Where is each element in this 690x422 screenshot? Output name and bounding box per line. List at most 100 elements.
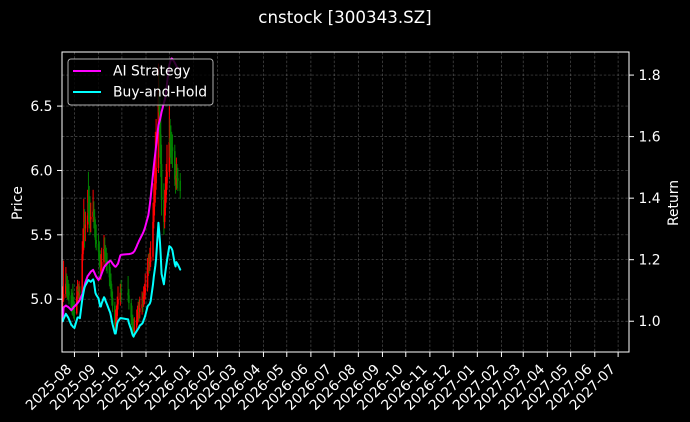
candle-body	[136, 317, 139, 320]
candle-body	[146, 268, 149, 288]
candle-body	[67, 288, 70, 292]
candle-body	[153, 194, 156, 207]
candle-body	[117, 299, 119, 305]
candle-body	[141, 304, 143, 309]
candle-body	[143, 292, 146, 297]
right-y-tick-label: 1.4	[639, 191, 661, 207]
right-y-tick-label: 1.2	[639, 253, 661, 269]
candle-body	[137, 314, 140, 318]
candle-body	[62, 294, 65, 300]
candle-body	[120, 288, 122, 293]
candle-body	[168, 142, 171, 172]
candle-body	[128, 295, 130, 304]
candle-body	[68, 291, 70, 296]
candle-body	[155, 167, 157, 184]
right-y-tick-label: 1.8	[639, 68, 661, 84]
candle-body	[144, 287, 147, 293]
candle-body	[119, 292, 122, 300]
candle-body	[177, 178, 179, 181]
legend-box	[67, 58, 214, 106]
left-y-axis-label: Price	[10, 186, 26, 220]
candle-body	[108, 264, 111, 278]
candle-body	[110, 281, 112, 289]
plot-frame	[61, 51, 630, 353]
candle-body	[130, 303, 133, 318]
candle-body	[173, 151, 176, 180]
candle-body	[159, 134, 162, 165]
candle-body	[127, 292, 129, 296]
candle-body	[109, 277, 112, 282]
candle-body	[163, 207, 166, 222]
candle-body	[147, 265, 150, 269]
candle-body	[159, 112, 161, 135]
candle-body	[71, 306, 73, 309]
candle-body	[99, 259, 101, 269]
buy-and-hold-line	[61, 221, 182, 338]
candle-body	[65, 283, 68, 287]
left-y-tick-label: 6.0	[30, 163, 52, 179]
candle-body	[103, 248, 106, 252]
candle-body	[93, 216, 96, 229]
candle-body	[116, 304, 119, 316]
candle-body	[111, 297, 114, 306]
candle-body	[135, 319, 138, 328]
legend: AI Strategy Buy-and-Hold	[67, 58, 214, 106]
candle-body	[131, 317, 133, 324]
candle-body	[88, 212, 91, 215]
candle-body	[149, 256, 152, 262]
candle-body	[82, 245, 84, 255]
candle-body	[76, 291, 79, 297]
candle-body	[84, 224, 87, 229]
ai-strategy-line	[61, 57, 182, 323]
candle-body	[152, 221, 154, 257]
candle-body	[104, 251, 107, 257]
candle-body	[165, 183, 168, 195]
candle-body	[94, 228, 97, 240]
candle-body	[78, 291, 80, 296]
return-lines	[61, 57, 182, 338]
candle-body	[152, 206, 155, 222]
candle-body	[179, 180, 182, 192]
candle-body	[131, 323, 134, 329]
left-y-tick-label: 5.5	[30, 228, 52, 244]
candle-body	[79, 291, 81, 293]
candle-body	[65, 283, 67, 295]
candle-body	[89, 214, 91, 216]
candle-body	[66, 286, 69, 289]
candle-body	[142, 296, 145, 302]
candle-body	[61, 299, 64, 302]
candle-body	[73, 312, 76, 314]
left-y-tick-label: 5.0	[30, 292, 52, 308]
right-y-tick-label: 1.6	[639, 130, 661, 146]
candle-body	[170, 143, 172, 145]
candle-body	[138, 308, 141, 313]
candle-body	[176, 175, 178, 179]
candle-body	[103, 248, 105, 262]
candle-body	[82, 236, 85, 246]
candle-body	[100, 261, 103, 269]
candle-body	[114, 305, 116, 325]
candle-body	[100, 268, 102, 271]
candle-body	[149, 261, 151, 265]
candle-body	[114, 324, 117, 326]
candle-body	[87, 202, 90, 213]
candle-body	[70, 295, 73, 307]
legend-buy-and-hold-label: Buy-and-Hold	[113, 85, 207, 101]
candle-body	[89, 216, 92, 220]
candle-body	[93, 211, 95, 217]
candle-body	[95, 239, 98, 244]
candle-body	[105, 256, 108, 261]
candle-body	[171, 147, 174, 152]
right-y-axis-label: Return	[666, 180, 682, 226]
candle-body	[133, 327, 136, 332]
candle-body	[166, 171, 168, 184]
chart-title: cnstock [300343.SZ]	[258, 7, 431, 27]
candle-body	[175, 175, 178, 185]
candle-body	[98, 251, 101, 260]
candle-body	[115, 315, 118, 325]
left-y-tick-label: 6.5	[30, 99, 52, 115]
candle-body	[110, 288, 113, 298]
right-y-tick-label: 1.0	[639, 314, 661, 330]
candle-body	[164, 194, 167, 208]
